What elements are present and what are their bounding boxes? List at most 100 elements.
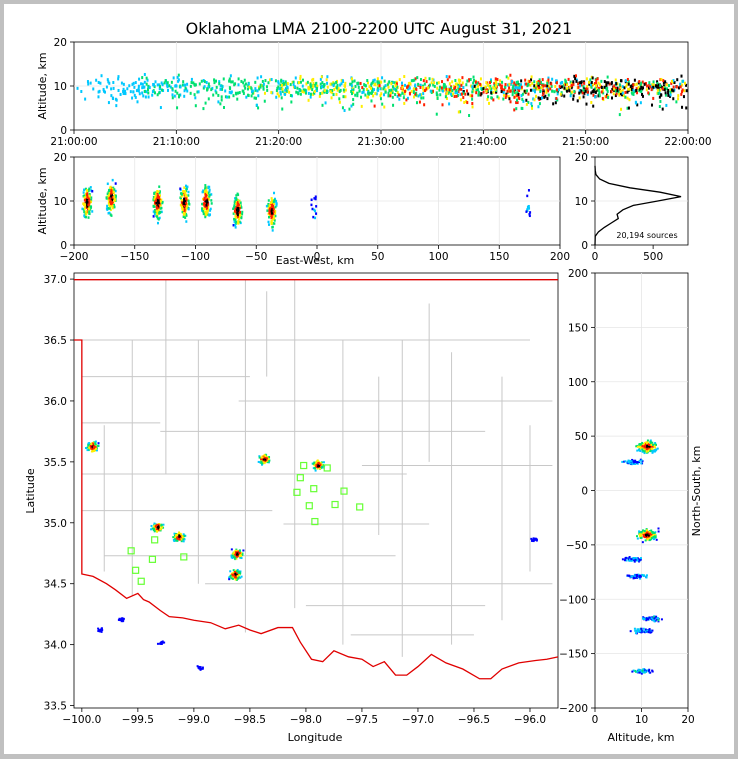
source-mark: [238, 555, 241, 558]
source-mark: [655, 615, 658, 618]
source-mark: [518, 86, 521, 90]
source-mark: [181, 538, 184, 541]
source-mark: [236, 209, 239, 212]
source-mark: [234, 551, 237, 554]
source-mark: [644, 628, 647, 631]
source-mark: [282, 79, 285, 83]
x-tick-label: −200: [60, 251, 89, 263]
source-mark: [638, 449, 641, 452]
source-mark: [403, 75, 406, 79]
source-mark: [514, 95, 517, 99]
source-mark: [641, 573, 644, 576]
source-mark: [265, 204, 268, 208]
source-mark: [335, 92, 338, 96]
source-mark: [156, 190, 159, 193]
source-mark: [598, 94, 601, 98]
source-mark: [656, 618, 659, 621]
source-mark: [202, 212, 205, 216]
x-tick-label: 20: [681, 714, 694, 726]
source-mark: [235, 197, 238, 200]
source-mark: [271, 205, 274, 209]
source-mark: [184, 86, 187, 90]
source-mark: [620, 93, 623, 97]
source-mark: [275, 95, 278, 99]
source-mark: [511, 80, 514, 84]
source-mark: [368, 85, 371, 89]
source-mark: [651, 450, 654, 453]
source-mark: [314, 216, 317, 220]
source-mark: [145, 90, 148, 94]
source-mark: [136, 100, 139, 104]
source-mark: [181, 203, 184, 206]
source-mark: [158, 83, 161, 87]
source-mark: [156, 196, 159, 199]
source-mark: [330, 82, 333, 86]
source-mark: [525, 98, 528, 102]
source-mark: [319, 467, 322, 470]
source-mark: [145, 82, 148, 86]
source-mark: [295, 90, 298, 94]
source-mark: [83, 188, 86, 192]
x-tick-label: 10: [635, 714, 648, 726]
source-mark: [202, 79, 205, 83]
source-mark: [307, 91, 310, 95]
y-tick-label: 33.5: [44, 701, 67, 713]
source-mark: [461, 76, 464, 80]
source-mark: [412, 79, 415, 83]
source-mark: [391, 85, 394, 89]
source-mark: [645, 528, 648, 531]
source-mark: [173, 536, 176, 539]
source-mark: [270, 215, 273, 219]
source-mark: [597, 88, 600, 92]
source-mark: [122, 91, 125, 95]
source-mark: [669, 93, 672, 97]
source-mark: [672, 97, 675, 101]
source-mark: [267, 81, 270, 85]
source-mark: [529, 211, 532, 214]
source-mark: [554, 101, 557, 105]
source-mark: [490, 91, 493, 95]
source-mark: [679, 82, 682, 86]
source-mark: [566, 87, 569, 91]
source-mark: [87, 205, 90, 208]
lma-figure: Oklahoma LMA 2100-2200 UTC August 31, 20…: [4, 4, 734, 754]
source-mark: [685, 106, 688, 110]
source-mark: [233, 553, 236, 556]
source-mark: [247, 93, 250, 97]
source-mark: [465, 100, 468, 104]
source-mark: [273, 198, 276, 202]
source-mark: [648, 539, 651, 542]
source-mark: [572, 82, 575, 86]
source-mark: [401, 91, 404, 95]
source-mark: [237, 550, 240, 553]
source-mark: [315, 89, 318, 93]
source-mark: [373, 104, 376, 108]
source-mark: [260, 456, 263, 459]
source-mark: [543, 95, 546, 99]
source-mark: [639, 533, 642, 536]
source-mark: [115, 98, 118, 102]
source-mark: [272, 200, 275, 203]
source-mark: [533, 98, 536, 102]
source-mark: [651, 531, 654, 534]
source-mark: [240, 216, 243, 220]
source-mark: [317, 465, 320, 468]
source-mark: [201, 190, 204, 194]
source-mark: [260, 75, 263, 79]
source-mark: [86, 449, 89, 452]
source-mark: [152, 204, 155, 208]
source-mark: [207, 195, 210, 199]
source-mark: [409, 82, 412, 86]
source-mark: [95, 449, 98, 452]
x-tick-label: 21:50:00: [562, 136, 609, 148]
source-mark: [636, 537, 639, 540]
source-mark: [107, 207, 110, 210]
source-mark: [494, 82, 497, 86]
source-mark: [89, 186, 92, 189]
source-mark: [238, 552, 241, 555]
source-mark: [681, 105, 684, 109]
source-mark: [292, 82, 295, 86]
source-mark: [238, 220, 241, 224]
source-mark: [156, 523, 159, 526]
source-mark: [91, 210, 94, 213]
